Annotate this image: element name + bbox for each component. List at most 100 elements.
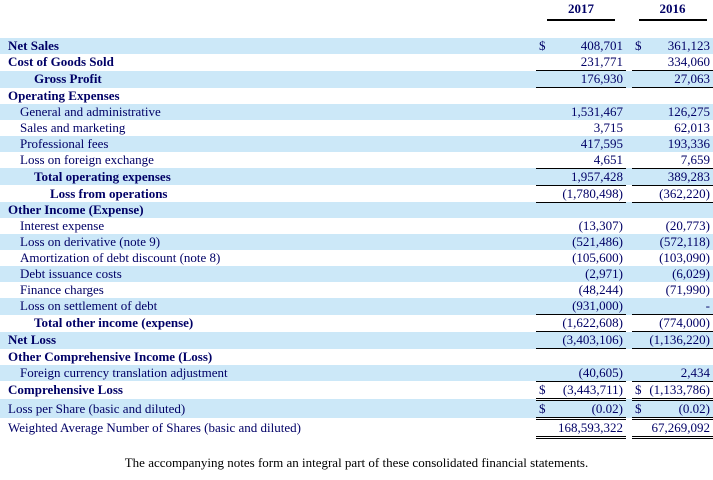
table-row: Comprehensive Loss $ (3,443,711) $ (1,133,78… [0, 381, 713, 401]
row-label: Operating Expenses [8, 87, 120, 103]
row-label: Loss on settlement of debt [20, 298, 158, 314]
row-label: Weighted Average Number of Shares (basic… [8, 419, 301, 435]
cell-value: (2,971) [585, 266, 623, 281]
year-label: 2016 [638, 1, 707, 21]
row-label: Net Loss [8, 332, 57, 347]
cell-value: 389,283 [667, 168, 710, 184]
currency-symbol: $ [539, 38, 546, 53]
value-cell-2017: 176,930 [536, 70, 626, 88]
value-cell-2017: 3,715 [536, 120, 626, 136]
cell-value: 176,930 [580, 71, 623, 86]
cell-value: (20,773) [665, 218, 710, 233]
value-wrap: (40,605) [539, 365, 623, 381]
value-cell-2016: 126,275 [632, 104, 713, 120]
footer-note: The accompanying notes form an integral … [124, 454, 589, 470]
cell-value: (3,443,711) [562, 381, 623, 397]
table-row: Finance charges (48,244) (71,990) [0, 282, 713, 298]
table-row: Gross Profit 176,930 27,063 [0, 70, 713, 88]
value-cell-2016: - [632, 298, 713, 315]
cell-value: (572,118) [659, 234, 710, 249]
row-label: Cost of Goods Sold [8, 54, 114, 70]
value-cell-2017: (48,244) [536, 282, 626, 298]
value-cell-2017 [536, 88, 626, 104]
row-label: Other Income (Expense) [8, 202, 144, 217]
row-label: Foreign currency translation adjustment [20, 364, 228, 380]
value-wrap: 168,593,322 [539, 420, 623, 435]
value-wrap: (71,990) [635, 282, 710, 298]
table-row: Operating Expenses [0, 88, 713, 104]
value-cell-2017: (521,486) [536, 234, 626, 250]
table-body: Net Sales $408,701 $361,123 Cost of Goods S… [0, 38, 713, 439]
cell-value: (103,090) [659, 250, 710, 265]
cell-value: (48,244) [578, 282, 623, 297]
cell-value: (0.02) [591, 400, 623, 416]
value-cell-2016: 2,434 [632, 364, 713, 382]
value-wrap: 27,063 [635, 71, 710, 87]
value-wrap: $ (1,133,786) [635, 381, 710, 397]
row-label: Professional fees [20, 135, 109, 151]
cell-value: 62,013 [674, 119, 710, 135]
value-cell-2017: (1,780,498) [536, 185, 626, 203]
header-empty-cell [0, 0, 536, 21]
value-cell-2017: 417,595 [536, 136, 626, 152]
value-cell-2017 [536, 202, 626, 218]
table-header: 2017 2016 [0, 0, 713, 38]
cell-value: (1,133,786) [649, 381, 710, 397]
value-wrap: (20,773) [635, 218, 710, 234]
cell-value: 231,771 [580, 54, 623, 69]
value-wrap: (362,220) [635, 186, 710, 202]
table-row: Loss per Share (basic and diluted) $ (0.02… [0, 399, 713, 420]
table-row: Foreign currency translation adjustment (… [0, 364, 713, 382]
table-row: Interest expense (13,307) (20,773) [0, 218, 713, 234]
value-cell-2016: (1,136,220) [632, 331, 713, 349]
value-cell-2017: (931,000) [536, 298, 626, 315]
value-cell-2016: (6,029) [632, 266, 713, 282]
cell-value: (13,307) [578, 218, 623, 233]
cell-value: (362,220) [659, 185, 710, 201]
row-label: Loss on foreign exchange [20, 151, 154, 167]
cell-value: (40,605) [578, 364, 623, 380]
cell-value: (1,622,608) [562, 315, 623, 330]
value-wrap: (6,029) [635, 266, 710, 282]
table-row: General and administrative 1,531,467 126,2… [0, 103, 713, 120]
value-cell-2017: $ (3,443,711) [536, 381, 626, 401]
cell-value: 3,715 [593, 119, 623, 135]
value-cell-2016: $361,123 [632, 38, 713, 54]
value-wrap: (931,000) [539, 298, 623, 314]
value-cell-2016: $ (1,133,786) [632, 381, 713, 401]
table-row: Professional fees 417,595 193,336 [0, 135, 713, 152]
value-wrap: $ (0.02) [539, 400, 623, 416]
value-wrap: 389,283 [635, 169, 710, 185]
value-wrap: (3,403,106) [539, 332, 623, 348]
cell-value: 334,060 [667, 54, 710, 69]
row-label: Gross Profit [34, 71, 102, 86]
value-cell-2017: 4,651 [536, 151, 626, 169]
column-header-2017: 2017 [536, 0, 626, 21]
cell-value: (521,486) [572, 234, 623, 249]
value-cell-2016: 7,659 [632, 151, 713, 169]
cell-value: 1,531,467 [571, 103, 623, 119]
currency-symbol: $ [539, 381, 546, 397]
row-label: Loss from operations [50, 185, 168, 201]
value-cell-2016: 389,283 [632, 168, 713, 186]
cell-value: 4,651 [593, 151, 623, 167]
value-cell-2016: (71,990) [632, 282, 713, 298]
value-cell-2017: (13,307) [536, 218, 626, 234]
value-wrap: $ (0.02) [635, 401, 710, 416]
cell-value: 67,269,092 [651, 419, 711, 435]
row-label: Debt issuance costs [20, 266, 122, 281]
row-label: Other Comprehensive Income (Loss) [8, 348, 213, 364]
value-wrap: $ (3,443,711) [539, 381, 623, 397]
value-wrap: 1,531,467 [539, 104, 623, 120]
cell-value: 361,123 [667, 38, 710, 53]
cell-value: 408,701 [580, 38, 623, 53]
table-row: Loss on foreign exchange 4,651 7,659 [0, 151, 713, 169]
value-cell-2017: 168,593,322 [536, 418, 626, 439]
currency-symbol: $ [539, 400, 546, 416]
value-wrap: $408,701 [539, 38, 623, 54]
currency-symbol: $ [635, 38, 642, 53]
value-cell-2016: (103,090) [632, 250, 713, 266]
table-row: Total operating expenses 1,957,428 389,283 [0, 168, 713, 186]
row-label: Net Sales [8, 38, 59, 53]
cell-value: 1,957,428 [571, 168, 623, 184]
